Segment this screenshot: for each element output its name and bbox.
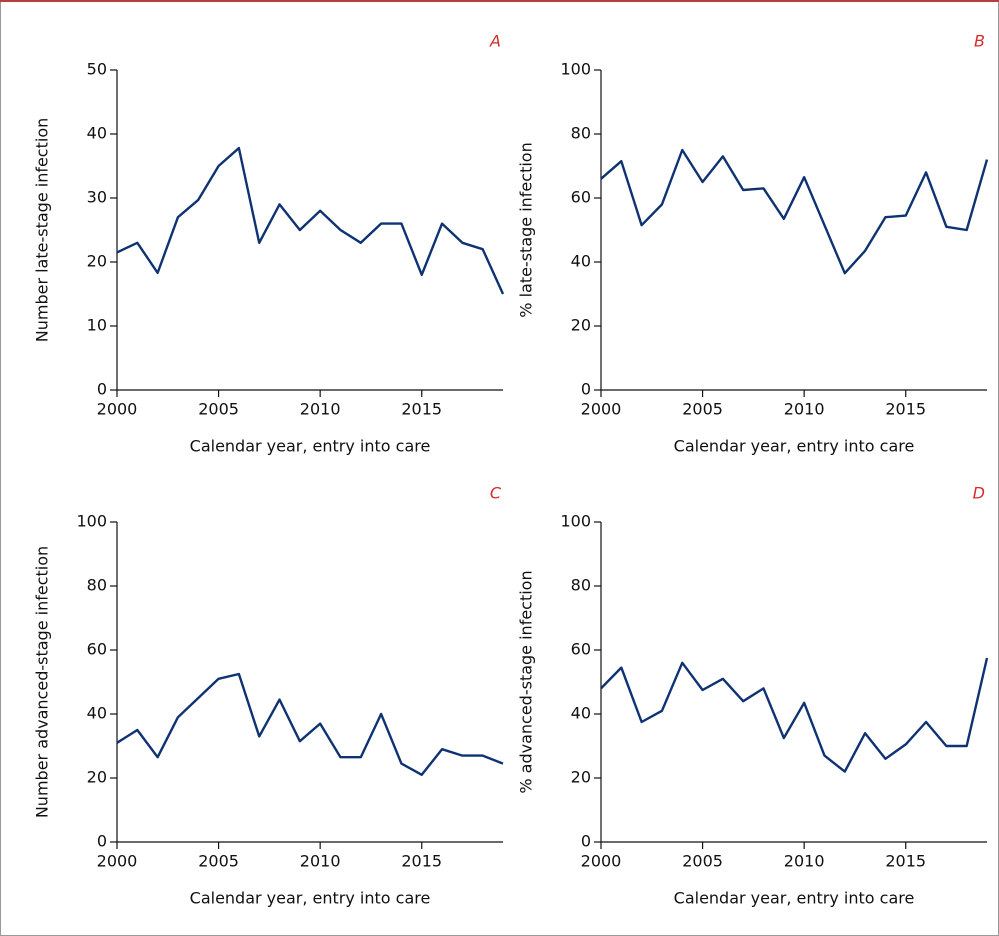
x-tick-label: 2010 [300, 852, 341, 871]
x-axis-label: Calendar year, entry into care [190, 437, 431, 456]
data-line [600, 148, 989, 275]
x-tick-label: 2010 [300, 400, 341, 419]
data-line [116, 672, 504, 776]
panel-label: C [490, 484, 502, 503]
y-tick-label: 50 [87, 60, 107, 79]
x-tick-label: 2015 [401, 400, 442, 419]
panel-label: D [973, 484, 985, 503]
y-tick-label: 100 [560, 512, 591, 531]
x-tick-label: 2005 [198, 852, 239, 871]
y-tick-label: 40 [571, 252, 591, 271]
x-tick-label: 2005 [682, 400, 723, 419]
x-tick-label: 2015 [401, 852, 442, 871]
panel-label: B [974, 32, 985, 51]
x-tick-label: 2000 [581, 400, 622, 419]
y-tick-label: 20 [87, 768, 107, 787]
data-line [600, 657, 989, 773]
y-tick-label: 20 [87, 252, 107, 271]
x-tick-label: 2010 [784, 852, 825, 871]
y-axis-label: Number late-stage infection [33, 118, 52, 343]
x-tick-label: 2005 [682, 852, 723, 871]
x-tick-label: 2015 [885, 852, 926, 871]
y-tick-label: 10 [87, 316, 107, 335]
y-tick-label: 20 [571, 316, 591, 335]
y-tick-label: 80 [571, 124, 591, 143]
x-tick-label: 2010 [784, 400, 825, 419]
y-tick-label: 40 [87, 704, 107, 723]
y-tick-label: 40 [87, 124, 107, 143]
x-tick-label: 2005 [198, 400, 239, 419]
y-axis-label: % advanced-stage infection [517, 570, 536, 793]
y-tick-label: 0 [581, 380, 591, 399]
y-tick-label: 40 [571, 704, 591, 723]
y-tick-label: 30 [87, 188, 107, 207]
data-line [116, 146, 505, 295]
y-tick-label: 100 [76, 512, 107, 531]
y-tick-label: 0 [97, 380, 107, 399]
panel-label: A [489, 32, 501, 51]
y-tick-label: 60 [571, 640, 591, 659]
x-axis-label: Calendar year, entry into care [674, 889, 915, 908]
y-tick-label: 60 [87, 640, 107, 659]
y-axis-label: Number advanced-stage infection [33, 546, 52, 818]
x-tick-label: 2000 [581, 852, 622, 871]
y-tick-label: 80 [87, 576, 107, 595]
y-tick-label: 0 [581, 832, 591, 851]
y-tick-label: 60 [571, 188, 591, 207]
y-tick-label: 0 [97, 832, 107, 851]
y-tick-label: 100 [560, 60, 591, 79]
x-tick-label: 2000 [97, 400, 138, 419]
x-axis-label: Calendar year, entry into care [674, 437, 915, 456]
x-tick-label: 2015 [885, 400, 926, 419]
x-tick-label: 2000 [97, 852, 138, 871]
y-tick-label: 80 [571, 576, 591, 595]
y-axis-label: % late-stage infection [517, 142, 536, 317]
y-tick-label: 20 [571, 768, 591, 787]
x-axis-label: Calendar year, entry into care [190, 889, 431, 908]
